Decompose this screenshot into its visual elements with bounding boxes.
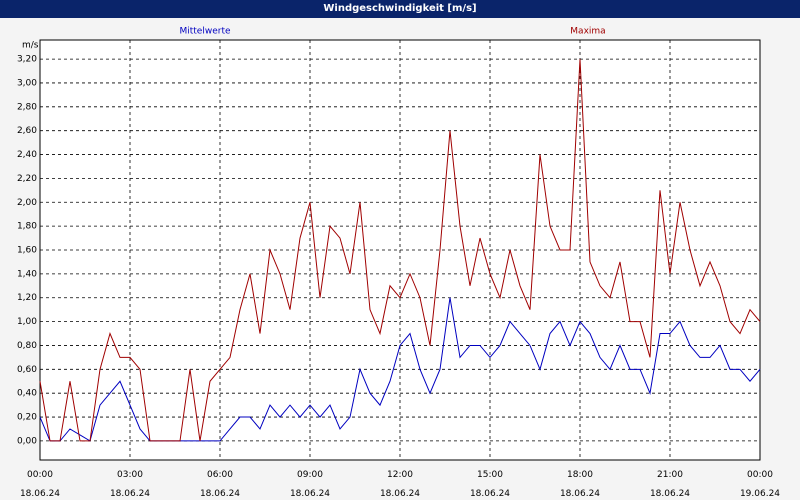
legend-entry: Mittelwerte: [179, 27, 230, 37]
y-tick-label: 0,80: [17, 341, 37, 351]
x-tick-label: 21:00 18.06.24: [649, 470, 691, 499]
y-tick-label: 1,00: [17, 317, 37, 327]
y-unit: m/s: [22, 41, 39, 51]
y-tick-label: 2,60: [17, 126, 37, 136]
y-tick-label: 0,00: [17, 436, 37, 446]
x-tick-label: 15:00 18.06.24: [469, 470, 511, 499]
y-tick-label: 1,20: [17, 293, 37, 303]
x-tick-label: 12:00 18.06.24: [379, 470, 421, 499]
legend-entry: Maxima: [570, 27, 605, 37]
y-tick-label: 1,40: [17, 269, 37, 279]
data-line: [39, 59, 761, 442]
y-tick-label: 3,00: [17, 78, 37, 88]
y-tick-label: 2,20: [17, 174, 37, 184]
y-tick-label: 3,20: [17, 55, 37, 65]
y-tick-label: 2,80: [17, 102, 37, 112]
y-tick-label: 1,80: [17, 222, 37, 232]
x-tick-label: 00:00 18.06.24: [19, 470, 61, 499]
chart-title: Windgeschwindigkeit [m/s]: [0, 0, 800, 18]
y-tick-label: 0,60: [17, 365, 37, 375]
y-tick-label: 0,20: [17, 413, 37, 423]
y-tick-label: 1,60: [17, 246, 37, 256]
x-tick-label: 09:00 18.06.24: [289, 470, 331, 499]
y-tick-label: 2,00: [17, 198, 37, 208]
y-tick-label: 0,40: [17, 389, 37, 399]
x-tick-label: 03:00 18.06.24: [109, 470, 151, 499]
x-tick-label: 06:00 18.06.24: [199, 470, 241, 499]
x-tick-label: 00:00 19.06.24: [739, 470, 781, 499]
y-tick-label: 2,40: [17, 150, 37, 160]
x-tick-label: 18:00 18.06.24: [559, 470, 601, 499]
